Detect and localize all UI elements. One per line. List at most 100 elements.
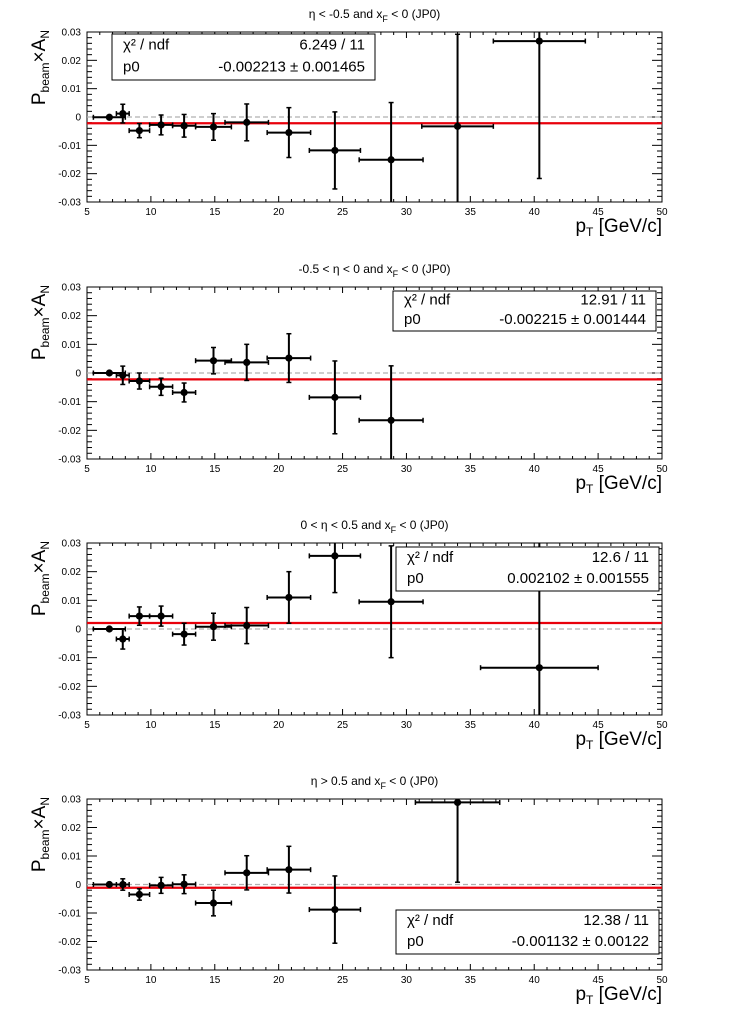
y-tick-label: -0.02 [58, 682, 81, 693]
data-point [414, 798, 501, 883]
chart-title: η < -0.5 and xF < 0 (JP0) [309, 7, 441, 24]
p0-value: -0.002215 ± 0.001444 [499, 311, 646, 328]
data-marker [387, 416, 395, 424]
data-point [92, 625, 127, 633]
data-point [128, 888, 151, 901]
data-point [128, 606, 151, 627]
x-tick-label: 50 [656, 464, 668, 475]
data-marker [285, 593, 293, 602]
chi2-label: χ² / ndf [123, 37, 170, 54]
y-axis-label: Pbeam×AN [29, 541, 52, 616]
x-tick-label: 15 [209, 720, 221, 731]
data-point [224, 606, 270, 645]
y-tick-label: -0.03 [58, 198, 81, 209]
x-tick-label: 45 [593, 975, 605, 986]
y-tick-label: -0.02 [58, 426, 81, 437]
data-marker [157, 881, 165, 889]
chart-title: -0.5 < η < 0 and xF < 0 (JP0) [299, 262, 451, 279]
x-tick-label: 30 [401, 975, 413, 986]
data-point [171, 113, 197, 138]
x-axis-label: pT [GeV/c] [575, 216, 662, 239]
data-marker [285, 354, 293, 362]
y-tick-label: 0.02 [62, 567, 82, 578]
x-tick-label: 25 [337, 464, 349, 475]
data-marker [331, 905, 339, 914]
y-tick-label: 0.02 [62, 823, 82, 834]
data-point [148, 377, 174, 397]
y-tick-label: 0.03 [62, 795, 82, 806]
data-point [308, 111, 362, 190]
data-marker [243, 358, 251, 366]
fit-stats-frame [395, 909, 660, 955]
data-marker [157, 383, 165, 391]
chart-title: η > 0.5 and xF < 0 (JP0) [311, 774, 439, 791]
p0-label: p0 [404, 311, 421, 328]
y-tick-label: -0.03 [58, 711, 81, 722]
p0-label: p0 [123, 59, 140, 76]
data-marker [119, 880, 127, 889]
data-marker [105, 625, 113, 633]
fit-stats-box: χ² / ndf 6.249 / 11 p0 -0.002213 ± 0.001465 [111, 33, 376, 81]
x-tick-label: 40 [529, 720, 541, 731]
x-tick-label: 45 [593, 464, 605, 475]
data-point [148, 114, 174, 136]
data-marker [535, 664, 543, 672]
data-marker [135, 612, 143, 620]
data-point [266, 332, 312, 384]
data-point [308, 360, 362, 435]
x-tick-label: 25 [337, 207, 349, 218]
y-tick-label: 0.01 [62, 852, 82, 863]
y-tick-label: 0.03 [62, 539, 82, 550]
data-marker [209, 899, 218, 907]
y-tick-label: 0.01 [62, 340, 82, 351]
p0-value: 0.002102 ± 0.001555 [507, 570, 649, 587]
y-tick-label: -0.01 [58, 141, 81, 152]
data-point [358, 365, 424, 459]
x-tick-label: 40 [529, 207, 541, 218]
data-marker [331, 552, 339, 560]
y-tick-label: -0.01 [58, 397, 81, 408]
chart-panel-1: η < -0.5 and xF < 0 (JP0) -0.03 -0.02 -0.01… [29, 7, 668, 239]
data-marker [180, 630, 188, 638]
y-tick-label: -0.03 [58, 455, 81, 466]
data-marker [285, 866, 293, 874]
fit-stats-box: χ² / ndf 12.91 / 11 p0 -0.002215 ± 0.001444 [392, 290, 657, 332]
x-tick-label: 45 [593, 207, 605, 218]
x-tick-label: 15 [209, 207, 221, 218]
y-tick-label: 0.02 [62, 311, 82, 322]
y-tick-label: -0.01 [58, 653, 81, 664]
fit-stats-frame [392, 290, 657, 332]
data-point [308, 875, 362, 944]
y-tick-label: 0.03 [62, 28, 82, 39]
data-marker [387, 156, 395, 164]
x-tick-label: 15 [209, 464, 221, 475]
fit-stats-frame [111, 33, 376, 81]
data-marker [243, 869, 251, 877]
data-marker [119, 371, 127, 379]
data-point [171, 874, 197, 895]
data-point [128, 122, 151, 139]
chart-title: 0 < η < 0.5 and xF < 0 (JP0) [301, 518, 449, 535]
data-marker [105, 113, 113, 121]
x-tick-label: 25 [337, 975, 349, 986]
data-marker [209, 623, 218, 631]
data-marker [157, 612, 165, 620]
y-tick-label: 0.02 [62, 56, 82, 67]
y-axis-label: Pbeam×AN [29, 30, 52, 105]
x-tick-label: 50 [656, 975, 668, 986]
data-point [266, 570, 312, 625]
data-marker [119, 635, 127, 643]
data-marker [209, 123, 218, 131]
x-axis-label: pT [GeV/c] [575, 984, 662, 1007]
data-marker [243, 621, 251, 630]
y-tick-label: -0.01 [58, 909, 81, 920]
data-marker [180, 122, 188, 130]
data-point [148, 605, 174, 627]
x-tick-label: 20 [273, 975, 285, 986]
chi2-label: χ² / ndf [404, 292, 451, 309]
data-marker [180, 880, 188, 888]
chart-panel-3: 0 < η < 0.5 and xF < 0 (JP0) -0.03 -0.02 -0… [29, 518, 668, 752]
x-tick-label: 40 [529, 975, 541, 986]
x-tick-label: 35 [465, 207, 477, 218]
